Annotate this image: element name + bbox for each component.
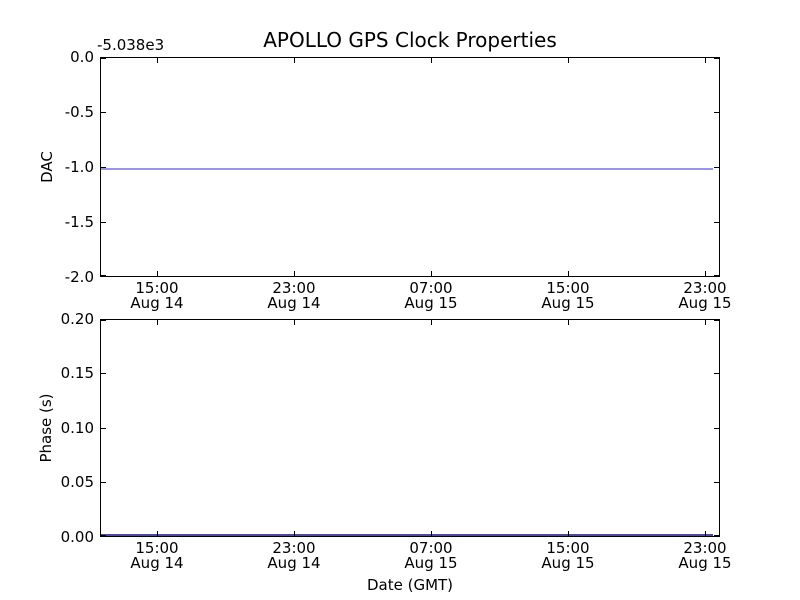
tick-mark: [705, 271, 706, 276]
tick-mark: [714, 58, 719, 59]
y-tick-label: -0.5: [64, 103, 94, 121]
tick-mark: [294, 271, 295, 276]
tick-mark: [157, 531, 158, 536]
tick-mark: [101, 320, 106, 321]
tick-mark: [714, 222, 719, 223]
x-tick-label: 07:00 Aug 15: [404, 539, 458, 572]
y-tick-label: 0.00: [60, 528, 94, 546]
tick-mark: [705, 531, 706, 536]
x-tick-label: 23:00 Aug 14: [267, 539, 321, 572]
y-tick-label: 0.05: [60, 473, 94, 491]
plot-area-phase: [100, 319, 720, 537]
tick-mark: [101, 167, 106, 168]
tick-mark: [568, 320, 569, 325]
tick-mark: [714, 428, 719, 429]
y-tick-label: -2.0: [64, 268, 94, 286]
tick-mark: [294, 531, 295, 536]
y-tick-label: 0.0: [70, 48, 94, 66]
tick-mark: [101, 482, 106, 483]
tick-mark: [101, 535, 106, 536]
tick-mark: [294, 320, 295, 325]
y-tick-label: -1.0: [64, 158, 94, 176]
tick-mark: [157, 58, 158, 63]
tick-mark: [157, 320, 158, 325]
x-tick-label: 23:00 Aug 15: [678, 279, 732, 312]
tick-mark: [714, 275, 719, 276]
tick-mark: [431, 58, 432, 63]
tick-mark: [568, 271, 569, 276]
tick-mark: [431, 531, 432, 536]
tick-mark: [431, 320, 432, 325]
tick-mark: [294, 58, 295, 63]
tick-mark: [714, 320, 719, 321]
x-tick-label: 23:00 Aug 14: [267, 279, 321, 312]
tick-mark: [101, 222, 106, 223]
y-tick-label: 0.10: [60, 419, 94, 437]
x-tick-label: 23:00 Aug 15: [678, 539, 732, 572]
tick-mark: [101, 112, 106, 113]
tick-mark: [714, 482, 719, 483]
y-axis-label-dac: DAC: [38, 151, 56, 183]
tick-mark: [714, 373, 719, 374]
x-tick-label: 07:00 Aug 15: [404, 279, 458, 312]
x-tick-label: 15:00 Aug 14: [130, 279, 184, 312]
chart-title: APOLLO GPS Clock Properties: [263, 28, 557, 52]
tick-mark: [568, 58, 569, 63]
y-tick-label: 0.15: [60, 364, 94, 382]
y-axis-offset-text: -5.038e3: [97, 36, 165, 54]
tick-mark: [101, 58, 106, 59]
x-axis-label: Date (GMT): [366, 576, 454, 594]
tick-mark: [568, 531, 569, 536]
tick-mark: [714, 112, 719, 113]
tick-mark: [705, 58, 706, 63]
phase-series-line: [101, 534, 713, 536]
dac-series-line: [101, 168, 713, 170]
y-axis-label-phase: Phase (s): [37, 393, 55, 463]
tick-mark: [431, 271, 432, 276]
y-tick-label: 0.20: [60, 310, 94, 328]
tick-mark: [714, 535, 719, 536]
tick-mark: [705, 320, 706, 325]
tick-mark: [101, 428, 106, 429]
tick-mark: [714, 167, 719, 168]
x-tick-label: 15:00 Aug 15: [541, 279, 595, 312]
x-tick-label: 15:00 Aug 14: [130, 539, 184, 572]
y-tick-label: -1.5: [64, 213, 94, 231]
tick-mark: [101, 275, 106, 276]
x-tick-label: 15:00 Aug 15: [541, 539, 595, 572]
plot-area-dac: [100, 57, 720, 277]
tick-mark: [157, 271, 158, 276]
tick-mark: [101, 373, 106, 374]
